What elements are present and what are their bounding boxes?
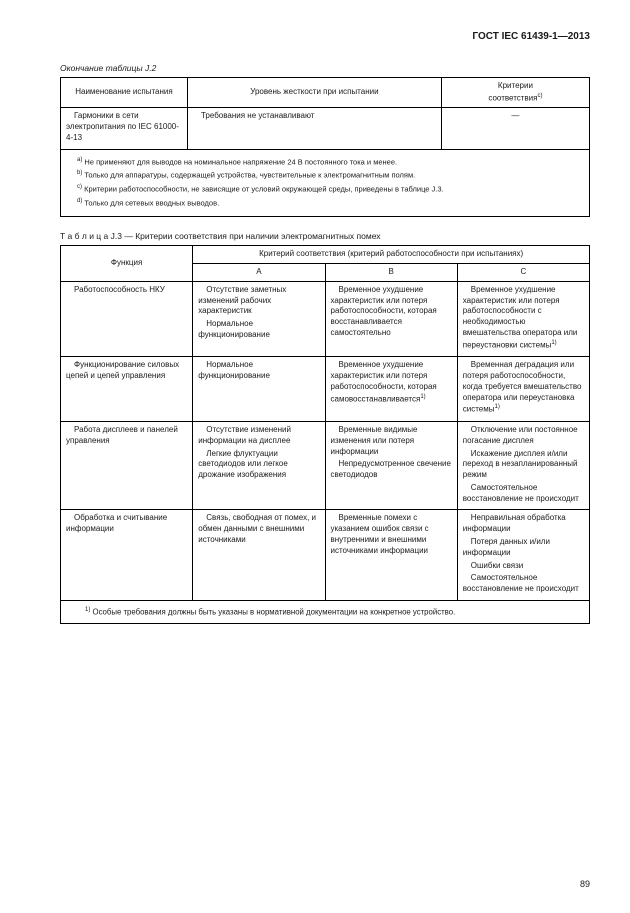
title-label: Т а б л и ц а <box>60 231 108 241</box>
cell-text: Непредусмотренное свечение светодиодов <box>331 459 452 481</box>
cell-text: Ошибки связи <box>463 561 584 572</box>
table-j3-title: Т а б л и ц а J.3 — Критерии соответстви… <box>60 231 590 242</box>
note-c: Критерии работоспособности, не зависящие… <box>82 184 444 193</box>
table-j2: Наименование испытания Уровень жесткости… <box>60 77 590 217</box>
cell-text: Отсутствие изменений информации на диспл… <box>198 425 319 447</box>
cell-func: Функционирование силовых цепей и цепей у… <box>66 360 187 382</box>
table-j2-notes: a) Не применяют для выводов на номинальн… <box>61 149 590 217</box>
cell-severity: Требования не устанавливают <box>187 108 441 149</box>
note-d: Только для сетевых вводных выводов. <box>82 198 219 207</box>
cell-text: Временные видимые изменения или потеря и… <box>331 425 452 457</box>
cell-text: Временное ухудшение характеристик или по… <box>331 285 452 339</box>
th-A: A <box>193 264 325 282</box>
cell-func: Обработка и считывание информации <box>66 513 187 535</box>
th-B: B <box>325 264 457 282</box>
cell-criteria: — <box>441 108 589 149</box>
th-criteria-l2: соответствия <box>488 94 537 103</box>
table-row: Функционирование силовых цепей и цепей у… <box>61 357 590 422</box>
cell-text: Неправильная обработка информации <box>463 513 584 535</box>
th-function: Функция <box>61 246 193 282</box>
cell-text: Отключение или постоянное погасание дисп… <box>463 425 584 447</box>
cell-text: Временное ухудшение характеристик или по… <box>463 285 578 350</box>
cell-text: Легкие флуктуации светодиодов или легкое… <box>198 449 319 481</box>
th-criteria: Критерии соответствияc) <box>441 78 589 108</box>
cell-text: Самостоятельное восстановление не происх… <box>463 573 584 595</box>
cell-func: Работоспособность НКУ <box>66 285 187 296</box>
cell-test: Гармоники в сети электропитания по IEC 6… <box>61 108 188 149</box>
cell-text: Искажение дисплея и/или переход в незапл… <box>463 449 584 481</box>
table-j3: Функция Критерий соответствия (критерий … <box>60 245 590 624</box>
table-row: Обработка и считывание информации Связь,… <box>61 510 590 601</box>
title-rest: J.3 — Критерии соответствия при наличии … <box>108 231 380 241</box>
note-b: Только для аппаратуры, содержащей устрой… <box>82 171 415 180</box>
cell-text: Связь, свободная от помех, и обмен данны… <box>198 513 319 545</box>
th-criteria-group: Критерий соответствия (критерий работосп… <box>193 246 590 264</box>
cell-text: Нормальное функционирование <box>198 360 319 382</box>
cell-text: Отсутствие заметных изменений рабочих ха… <box>198 285 319 317</box>
table-j2-caption: Окончание таблицы J.2 <box>60 63 590 74</box>
table-j3-footnote: 1) Особые требования должны быть указаны… <box>61 601 590 624</box>
th-severity: Уровень жесткости при испытании <box>187 78 441 108</box>
th-C: C <box>457 264 589 282</box>
cell-text: Потеря данных и/или информации <box>463 537 584 559</box>
th-test-name: Наименование испытания <box>61 78 188 108</box>
table-row: Работоспособность НКУ Отсутствие заметны… <box>61 281 590 356</box>
table-row: Гармоники в сети электропитания по IEC 6… <box>61 108 590 149</box>
cell-text: Нормальное функционирование <box>198 319 319 341</box>
note-a: Не применяют для выводов на номинальное … <box>82 157 397 166</box>
cell-text: Временная деградация или потеря работосп… <box>463 360 582 414</box>
doc-header: ГОСТ IEC 61439-1—2013 <box>60 30 590 43</box>
footnote-text: Особые требования должны быть указаны в … <box>90 608 455 617</box>
th-criteria-l1: Критерии <box>498 81 533 90</box>
table-row: Работа дисплеев и панелей управления Отс… <box>61 421 590 510</box>
cell-func: Работа дисплеев и панелей управления <box>66 425 187 447</box>
cell-text: Временные помехи с указанием ошибок связ… <box>331 513 452 556</box>
page-number: 89 <box>580 879 590 891</box>
cell-text: Самостоятельное восстановление не происх… <box>463 483 584 505</box>
